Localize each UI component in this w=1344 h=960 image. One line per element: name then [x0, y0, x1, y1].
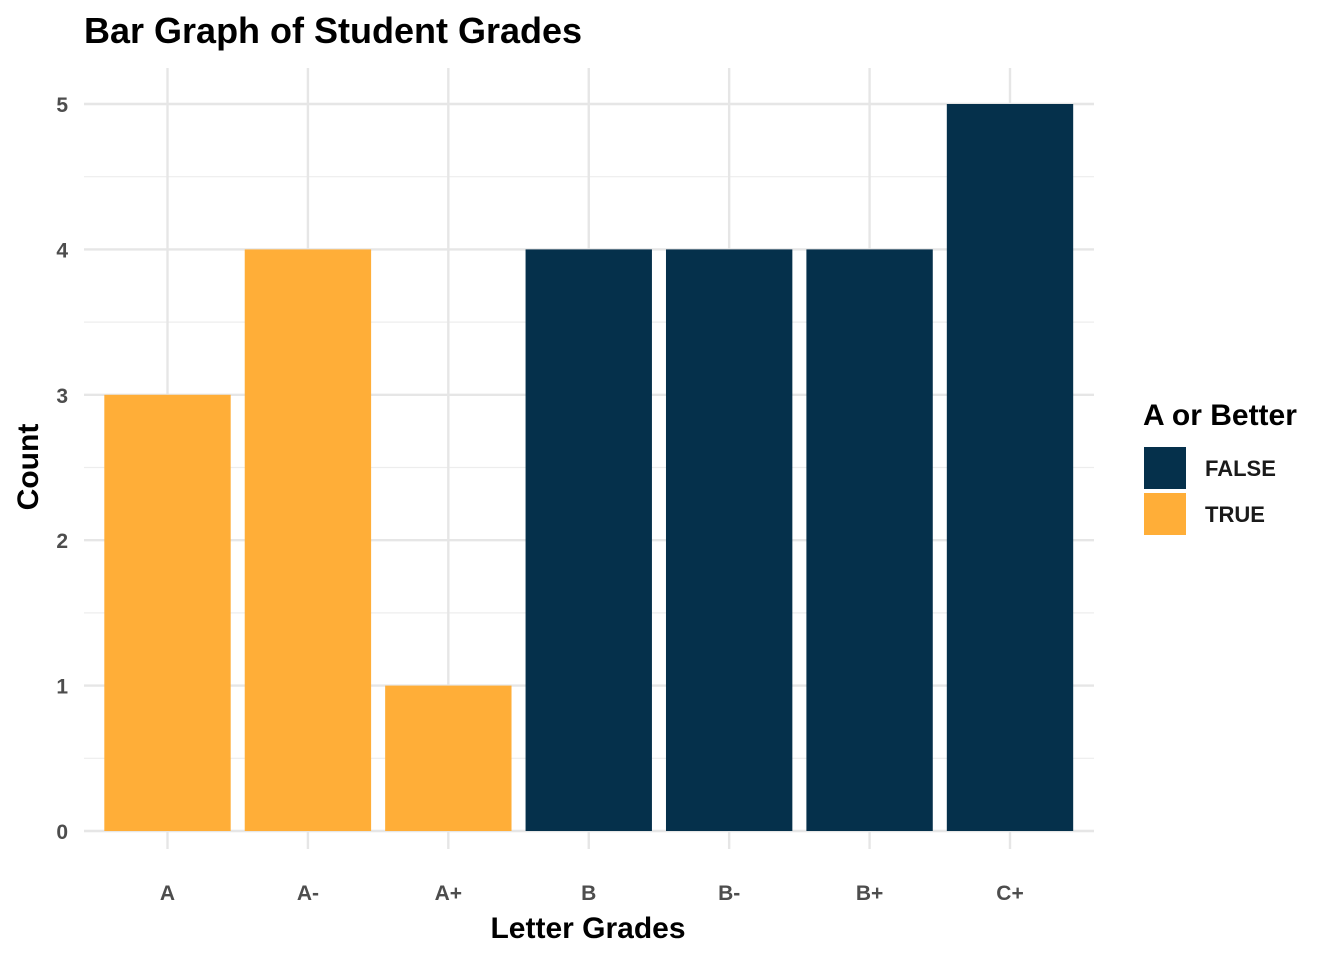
- bars: [104, 104, 1074, 831]
- bar-C+: [946, 104, 1074, 831]
- x-tick-label: C+: [996, 882, 1023, 905]
- bar-A+: [385, 685, 512, 831]
- legend-swatch-false: [1144, 447, 1186, 489]
- x-tick-label: A: [160, 882, 175, 905]
- y-axis-ticks: 0 1 2 3 4 5: [56, 94, 68, 844]
- y-tick-label: 4: [56, 239, 68, 262]
- legend-label-true: TRUE: [1205, 502, 1265, 527]
- legend: A or Better FALSE TRUE: [1143, 399, 1297, 535]
- y-axis-title: Count: [12, 424, 45, 511]
- y-tick-label: 5: [56, 94, 68, 117]
- legend-swatch-true: [1144, 493, 1186, 535]
- x-tick-label: B+: [856, 882, 883, 905]
- x-tick-label: A+: [435, 882, 462, 905]
- bar-A: [104, 394, 231, 831]
- x-axis-title: Letter Grades: [490, 912, 685, 945]
- legend-title: A or Better: [1143, 399, 1297, 432]
- legend-label-false: FALSE: [1205, 456, 1276, 481]
- y-tick-label: 0: [56, 821, 68, 844]
- bar-B: [525, 249, 652, 831]
- x-axis-ticks: A A- A+ B B- B+ C+: [160, 882, 1024, 905]
- chart-title: Bar Graph of Student Grades: [84, 10, 582, 51]
- bar-B+: [806, 249, 933, 831]
- y-tick-label: 1: [56, 676, 68, 699]
- y-tick-label: 2: [56, 530, 68, 553]
- x-tick-label: B-: [718, 882, 740, 905]
- bar-B-: [665, 249, 793, 831]
- x-tick-label: B: [581, 882, 596, 905]
- y-tick-label: 3: [56, 385, 68, 408]
- bar-A-: [244, 249, 372, 831]
- x-tick-label: A-: [297, 882, 319, 905]
